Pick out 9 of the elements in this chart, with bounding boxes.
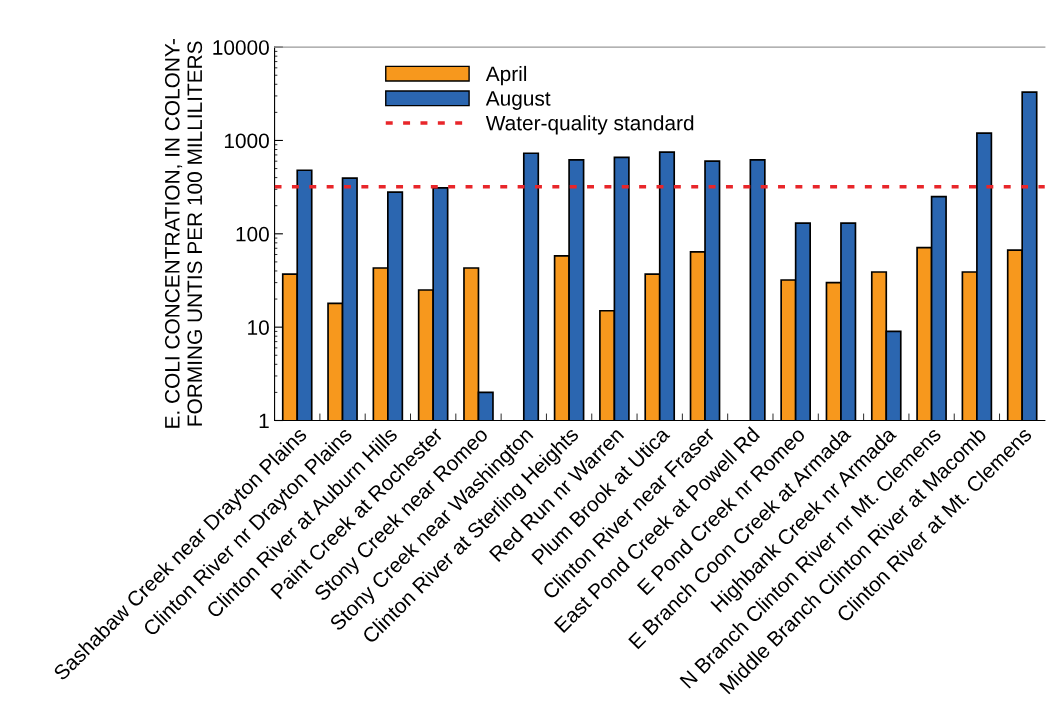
y-tick-label: 1000 xyxy=(224,133,269,149)
legend-label: April xyxy=(485,65,527,86)
y-tick-label: 100 xyxy=(236,226,269,242)
y-tick-label: 1 xyxy=(259,413,269,429)
legend-label: August xyxy=(485,91,551,110)
legend-label: Water-quality standard xyxy=(485,115,694,135)
y-tick-label: 10 xyxy=(248,320,269,335)
y-tick-label: 10000 xyxy=(213,40,269,55)
y-axis-title: E. COLI CONCENTRATION, IN COLONY- FORMING UNTIS PER 100 MILLILITERS xyxy=(164,39,203,428)
